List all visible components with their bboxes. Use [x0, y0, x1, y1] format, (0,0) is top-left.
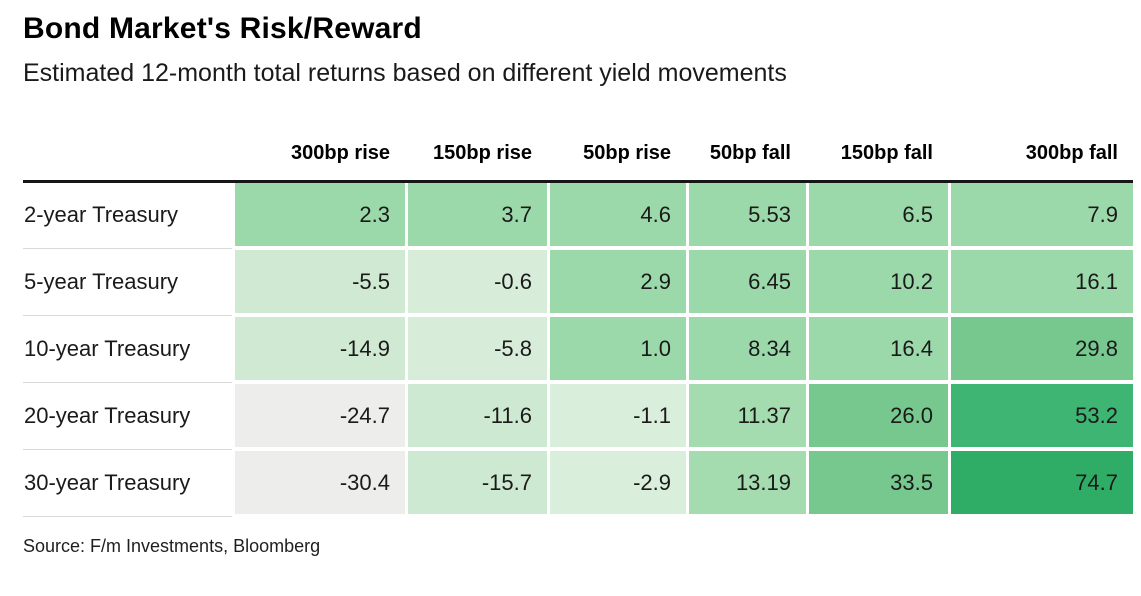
value-cell: 74.7 [951, 451, 1133, 514]
column-header-150bp-fall: 150bp fall [840, 142, 933, 164]
column-header-50bp-rise: 50bp rise [583, 142, 671, 164]
value-cell: 8.34 [689, 317, 806, 380]
value-cell-wrap: 10.2 [806, 250, 948, 313]
column-header-150bp-rise: 150bp rise [433, 142, 532, 164]
chart-title: Bond Market's Risk/Reward [23, 12, 422, 45]
value-cell: 11.37 [689, 384, 806, 447]
value-cell-wrap: -5.5 [232, 250, 405, 313]
value-cell: 6.45 [689, 250, 806, 313]
value-cell-wrap: -15.7 [405, 451, 547, 514]
value-cell-wrap: -11.6 [405, 384, 547, 447]
chart-subtitle: Estimated 12-month total returns based o… [23, 59, 787, 87]
value-cell: -15.7 [408, 451, 547, 514]
value-cell: 16.1 [951, 250, 1133, 313]
value-cell: 16.4 [809, 317, 948, 380]
value-cell: 3.7 [408, 183, 547, 246]
table-row: 2-year Treasury 2.3 3.7 4.6 5.53 6.5 7.9 [23, 183, 1133, 249]
column-header-300bp-fall: 300bp fall [1025, 142, 1118, 164]
table-row: 10-year Treasury -14.9 -5.8 1.0 8.34 16.4 29.8 [23, 313, 1133, 383]
table-row: 5-year Treasury -5.5 -0.6 2.9 6.45 10.2 16.1 [23, 246, 1133, 316]
value-cell: 10.2 [809, 250, 948, 313]
value-cell: 13.19 [689, 451, 806, 514]
value-cell-wrap: 53.2 [948, 384, 1133, 447]
value-cell-wrap: 29.8 [948, 317, 1133, 380]
value-cell: 7.9 [951, 183, 1133, 246]
returns-heatmap-table: 300bp rise 150bp rise 50bp rise 50bp fall 15… [23, 122, 1133, 517]
column-header-50bp-fall: 50bp fall [709, 142, 791, 164]
value-cell-wrap: -30.4 [232, 451, 405, 514]
row-label: 30-year Treasury [23, 451, 232, 517]
value-cell-wrap: 26.0 [806, 384, 948, 447]
table-row: 30-year Treasury -30.4 -15.7 -2.9 13.19 33.5 7… [23, 447, 1133, 517]
value-cell-wrap: -24.7 [232, 384, 405, 447]
header-rule [23, 180, 1133, 183]
value-cell-wrap: -14.9 [232, 317, 405, 380]
row-label: 20-year Treasury [23, 384, 232, 450]
value-cell: -11.6 [408, 384, 547, 447]
value-cell-wrap: -5.8 [405, 317, 547, 380]
value-cell: -0.6 [408, 250, 547, 313]
value-cell-wrap: 74.7 [948, 451, 1133, 514]
value-cell: 33.5 [809, 451, 948, 514]
value-cell-wrap: -0.6 [405, 250, 547, 313]
table-row: 20-year Treasury -24.7 -11.6 -1.1 11.37 26.0 5… [23, 380, 1133, 450]
value-cell-wrap: 6.45 [686, 250, 806, 313]
value-cell-wrap: 7.9 [948, 183, 1133, 246]
value-cell-wrap: -1.1 [547, 384, 686, 447]
value-cell: 53.2 [951, 384, 1133, 447]
value-cell-wrap: 2.9 [547, 250, 686, 313]
value-cell-wrap: 8.34 [686, 317, 806, 380]
value-cell: 5.53 [689, 183, 806, 246]
value-cell-wrap: 33.5 [806, 451, 948, 514]
value-cell: -5.8 [408, 317, 547, 380]
value-cell: -24.7 [235, 384, 405, 447]
value-cell: -14.9 [235, 317, 405, 380]
value-cell: -1.1 [550, 384, 686, 447]
row-label: 2-year Treasury [23, 183, 232, 249]
value-cell: 26.0 [809, 384, 948, 447]
value-cell-wrap: 5.53 [686, 183, 806, 246]
table-header-row: 300bp rise 150bp rise 50bp rise 50bp fall 15… [23, 122, 1133, 180]
value-cell-wrap: 2.3 [232, 183, 405, 246]
source-note: Source: F/m Investments, Bloomberg [23, 536, 321, 556]
value-cell-wrap: 3.7 [405, 183, 547, 246]
value-cell-wrap: 11.37 [686, 384, 806, 447]
value-cell-wrap: 6.5 [806, 183, 948, 246]
value-cell: -2.9 [550, 451, 686, 514]
value-cell-wrap: -2.9 [547, 451, 686, 514]
value-cell-wrap: 16.1 [948, 250, 1133, 313]
value-cell: -5.5 [235, 250, 405, 313]
bond-returns-graphic: Bond Market's Risk/Reward Estimated 12-m… [23, 12, 1133, 556]
column-header-300bp-rise: 300bp rise [291, 142, 390, 164]
value-cell: 4.6 [550, 183, 686, 246]
value-cell-wrap: 13.19 [686, 451, 806, 514]
table-corner-spacer [23, 122, 232, 180]
value-cell: 6.5 [809, 183, 948, 246]
value-cell: 29.8 [951, 317, 1133, 380]
value-cell-wrap: 16.4 [806, 317, 948, 380]
row-label: 10-year Treasury [23, 317, 232, 383]
value-cell: -30.4 [235, 451, 405, 514]
value-cell-wrap: 1.0 [547, 317, 686, 380]
row-label: 5-year Treasury [23, 250, 232, 316]
value-cell: 2.9 [550, 250, 686, 313]
value-cell: 2.3 [235, 183, 405, 246]
table-body: 2-year Treasury 2.3 3.7 4.6 5.53 6.5 7.9 5-year… [23, 183, 1133, 517]
value-cell: 1.0 [550, 317, 686, 380]
value-cell-wrap: 4.6 [547, 183, 686, 246]
